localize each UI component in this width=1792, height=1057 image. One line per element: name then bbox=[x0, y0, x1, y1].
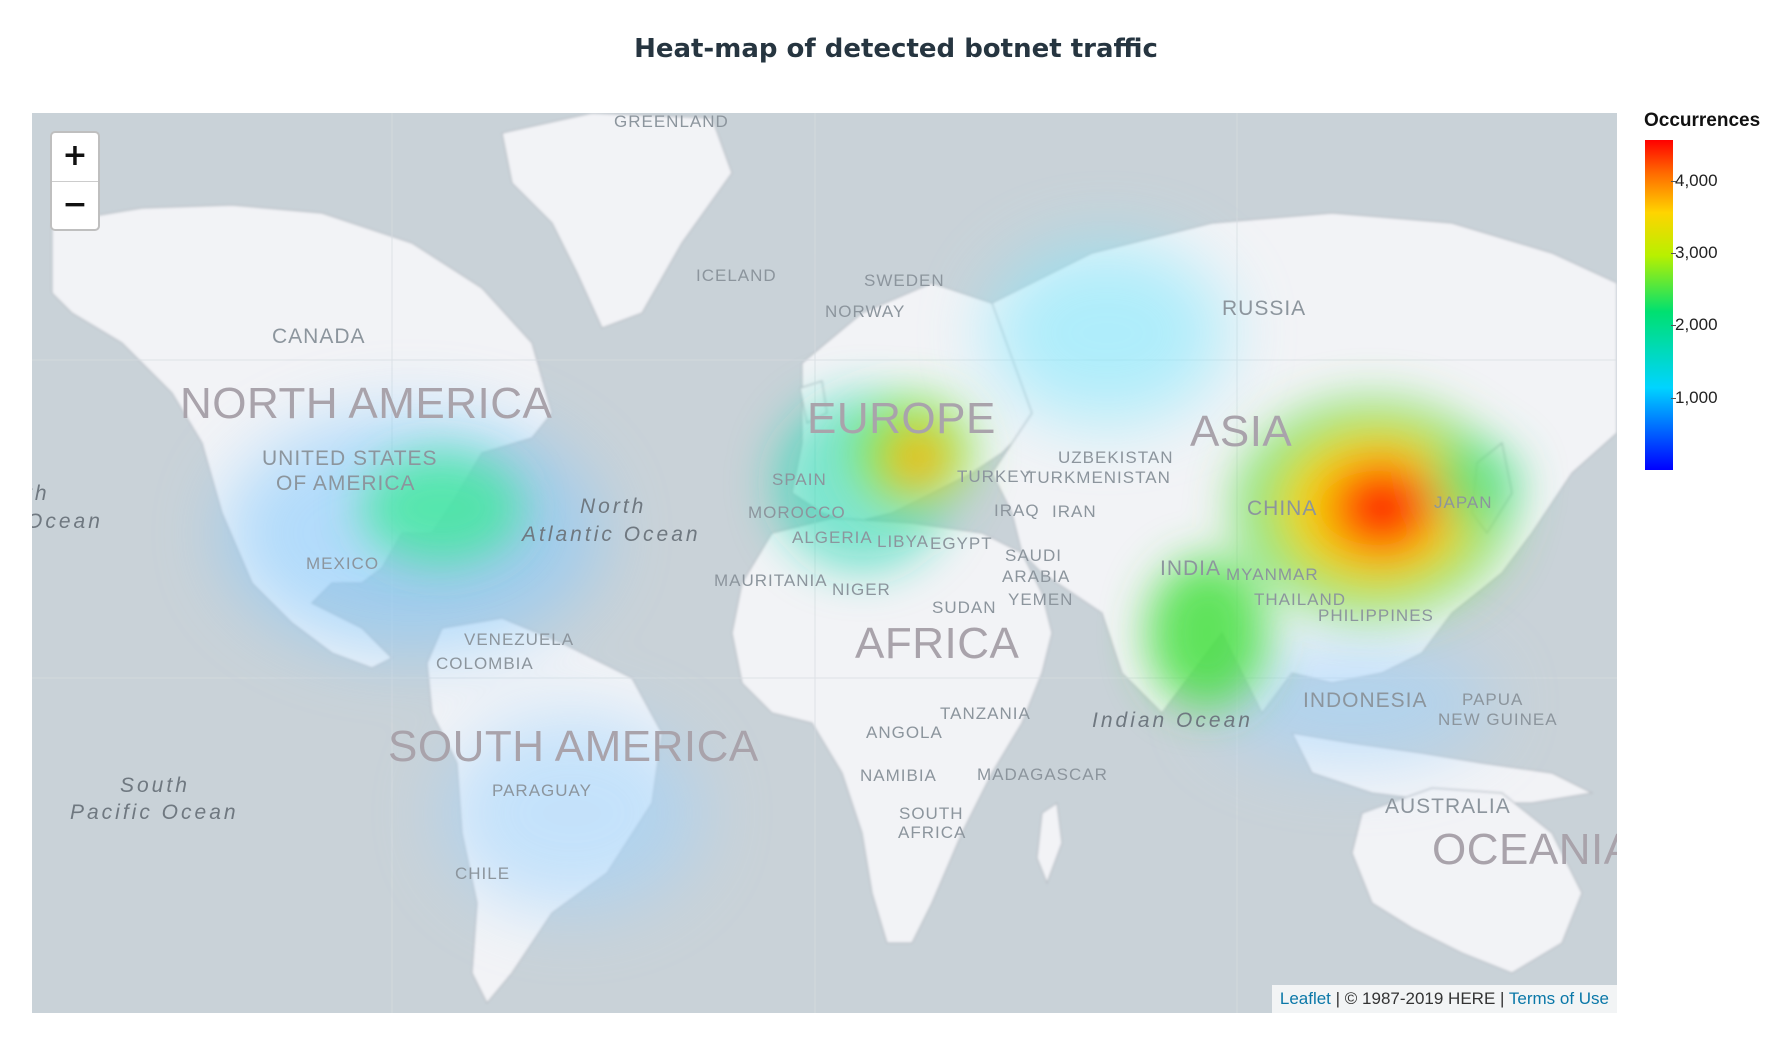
heat-spot-us-east bbox=[362, 453, 522, 563]
label-north-atlantic-line1: North bbox=[580, 495, 646, 518]
label-saudi-line1: SAUDI bbox=[1005, 546, 1062, 565]
label-iran: IRAN bbox=[1052, 502, 1097, 521]
page-title: Heat-map of detected botnet traffic bbox=[634, 34, 1158, 64]
label-turkey: TURKEY bbox=[957, 467, 1032, 486]
label-mexico: MEXICO bbox=[306, 554, 379, 573]
zoom-control: + − bbox=[50, 131, 100, 231]
label-niger: NIGER bbox=[832, 580, 891, 599]
label-russia: RUSSIA bbox=[1222, 297, 1306, 320]
zoom-in-button[interactable]: + bbox=[62, 138, 88, 173]
label-yemen: YEMEN bbox=[1008, 590, 1073, 609]
label-norway: NORWAY bbox=[825, 302, 905, 321]
heat-spot-europe-hot bbox=[901, 446, 933, 476]
label-papua-line2: NEW GUINEA bbox=[1438, 710, 1558, 729]
landmass-madagascar bbox=[1036, 801, 1063, 885]
label-indonesia: INDONESIA bbox=[1303, 689, 1428, 712]
attribution-separator-2: | bbox=[1495, 989, 1509, 1008]
label-paraguay: PARAGUAY bbox=[492, 781, 592, 800]
label-turkmenistan: TURKMENISTAN bbox=[1026, 468, 1171, 487]
label-spain: SPAIN bbox=[772, 470, 827, 489]
label-thailand: THAILAND bbox=[1254, 590, 1346, 609]
legend-title: Occurrences bbox=[1644, 110, 1761, 131]
zoom-out-button[interactable]: − bbox=[52, 181, 98, 230]
heat-glow-south-america bbox=[442, 713, 702, 913]
label-iceland: ICELAND bbox=[696, 266, 777, 285]
label-uzbekistan: UZBEKISTAN bbox=[1058, 448, 1173, 467]
label-oceania: OCEANIA bbox=[1432, 825, 1617, 874]
label-madagascar: MADAGASCAR bbox=[977, 765, 1108, 784]
label-africa: AFRICA bbox=[855, 619, 1020, 668]
label-india: INDIA bbox=[1160, 557, 1221, 580]
label-usa-line2: OF AMERICA bbox=[276, 472, 416, 495]
label-tanzania: TANZANIA bbox=[940, 704, 1031, 723]
label-colombia: COLOMBIA bbox=[436, 654, 534, 673]
legend-tick-4000: 4,000 bbox=[1671, 171, 1785, 191]
label-papua-line1: PAPUA bbox=[1462, 690, 1523, 709]
label-canada: CANADA bbox=[272, 325, 366, 348]
label-chile: CHILE bbox=[455, 864, 510, 883]
label-greenland: GREENLAND bbox=[614, 113, 729, 131]
label-south-pacific-line1: South bbox=[120, 774, 190, 797]
label-morocco: MOROCCO bbox=[748, 503, 846, 522]
label-usa-line1: UNITED STATES bbox=[262, 447, 438, 470]
label-mauritania: MAURITANIA bbox=[714, 571, 828, 590]
landmass-australia bbox=[1351, 787, 1583, 974]
label-iraq: IRAQ bbox=[994, 501, 1040, 520]
label-pacific-cut-line1: th bbox=[32, 482, 50, 505]
label-south-pacific-line2: Pacific Ocean bbox=[70, 801, 239, 824]
heatmap-map[interactable]: GREENLAND ICELAND SWEDEN NORWAY RUSSIA C… bbox=[32, 113, 1617, 1013]
label-south-america: SOUTH AMERICA bbox=[388, 722, 759, 771]
label-namibia: NAMIBIA bbox=[860, 766, 937, 785]
legend-color-bar bbox=[1645, 140, 1673, 470]
map-attribution: Leaflet | © 1987-2019 HERE | Terms of Us… bbox=[1271, 985, 1617, 1013]
heat-glow-russia bbox=[987, 243, 1227, 423]
map-labels: GREENLAND ICELAND SWEDEN NORWAY RUSSIA C… bbox=[32, 113, 1617, 883]
label-north-atlantic-line2: Atlantic Ocean bbox=[520, 523, 701, 546]
color-legend: Occurrences 4,000 3,000 2,000 1,000 bbox=[1644, 110, 1792, 490]
label-libya: LIBYA bbox=[877, 532, 929, 551]
attribution-separator-1: | bbox=[1330, 989, 1345, 1008]
legend-tick-3000: 3,000 bbox=[1671, 243, 1785, 263]
label-south-africa-line1: SOUTH bbox=[899, 804, 964, 823]
leaflet-link[interactable]: Leaflet bbox=[1279, 989, 1331, 1008]
label-china: CHINA bbox=[1247, 497, 1317, 520]
legend-tick-2000: 2,000 bbox=[1671, 315, 1785, 335]
label-egypt: EGYPT bbox=[930, 534, 993, 553]
heat-spot-india bbox=[1147, 558, 1267, 708]
label-asia: ASIA bbox=[1190, 407, 1292, 456]
label-north-america: NORTH AMERICA bbox=[180, 379, 553, 428]
label-pacific-cut-line2: Ocean bbox=[32, 510, 103, 533]
label-indian-ocean: Indian Ocean bbox=[1092, 709, 1253, 732]
label-south-africa-line2: AFRICA bbox=[898, 823, 966, 842]
landmass-greenland bbox=[501, 113, 733, 329]
label-saudi-line2: ARABIA bbox=[1002, 567, 1070, 586]
heat-spot-japan bbox=[1432, 443, 1522, 523]
legend-tick-1000: 1,000 bbox=[1671, 388, 1785, 408]
attribution-copyright: © 1987-2019 HERE bbox=[1344, 989, 1496, 1008]
heat-glow-indonesia bbox=[1212, 643, 1492, 763]
label-sudan: SUDAN bbox=[932, 598, 997, 617]
landmass-africa bbox=[731, 517, 1053, 944]
label-philippines: PHILIPPINES bbox=[1318, 606, 1434, 625]
label-sweden: SWEDEN bbox=[864, 271, 945, 290]
label-myanmar: MYANMAR bbox=[1226, 565, 1319, 584]
label-australia: AUSTRALIA bbox=[1385, 795, 1511, 818]
heat-spot-china-core bbox=[1330, 463, 1434, 553]
label-europe: EUROPE bbox=[807, 394, 996, 443]
terms-of-use-link[interactable]: Terms of Use bbox=[1508, 989, 1609, 1008]
label-angola: ANGOLA bbox=[866, 723, 943, 742]
label-algeria: ALGERIA bbox=[792, 528, 873, 547]
label-japan: JAPAN bbox=[1434, 493, 1493, 512]
label-venezuela: VENEZUELA bbox=[464, 630, 574, 649]
heat-layer bbox=[222, 243, 1522, 913]
